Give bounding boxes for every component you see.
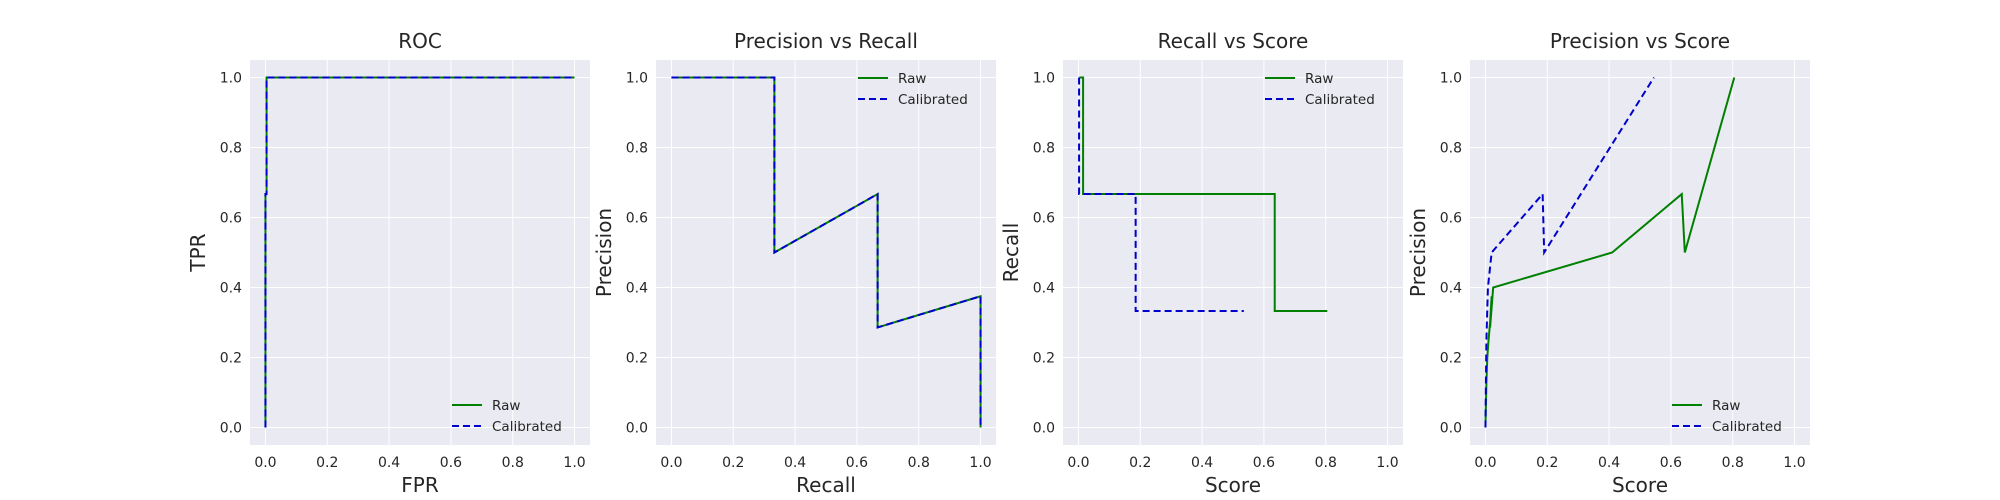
panel-4-y-tick-label: 0.2 [1440, 351, 1462, 367]
panel-3-y-tick-label: 0.4 [1033, 281, 1055, 297]
panel-1-axes-background [250, 60, 590, 445]
panel-1-x-tick-label: 0.2 [316, 455, 338, 471]
panel-4-chart-title: Precision vs Score [1550, 29, 1730, 53]
panel-3-y-tick-label: 0.2 [1033, 351, 1055, 367]
panel-1-y-tick-label: 1.0 [220, 71, 242, 87]
panel-2-series-line-calibrated [671, 76, 982, 428]
panel-4-x-tick-label: 0.6 [1660, 455, 1682, 471]
panel-1-x-tick-label: 0.0 [254, 455, 276, 471]
panel-1-y-tick-label: 0.8 [220, 141, 242, 157]
panel-3-x-tick-label: 0.2 [1129, 455, 1151, 471]
chart-panel-precision-vs-recall: 0.0 0.2 0.4 0.6 0.8 1.0 0.0 0.2 0.4 0.6 0.8 1.0 Prec… [592, 29, 996, 497]
panel-4-x-tick-label: 1.0 [1783, 455, 1805, 471]
panel-3-y-axis-label: Recall [999, 223, 1023, 283]
panel-4-y-tick-label: 0.0 [1440, 421, 1462, 437]
panel-2-y-axis-label: Precision [592, 208, 616, 297]
panel-4-series-line-raw [1484, 77, 1736, 428]
panel-3-legend-label-calibrated: Calibrated [1305, 92, 1375, 108]
panel-2-y-tick-label: 0.2 [626, 351, 648, 367]
panel-4-x-tick-label: 0.0 [1474, 455, 1496, 471]
panel-2-x-tick-label: 0.0 [660, 455, 682, 471]
panel-1-legend-label-raw: Raw [492, 398, 520, 414]
panel-4-y-axis-label: Precision [1406, 208, 1430, 297]
chart-panel-roc: 0.0 0.2 0.4 0.6 0.8 1.0 0.0 0.2 0.4 0.6 0.8 1.0 ROC F… [186, 29, 590, 497]
panel-1-legend-label-calibrated: Calibrated [492, 419, 562, 435]
panel-1-series-line-calibrated [264, 76, 575, 428]
panel-2-x-tick-label: 0.4 [784, 455, 806, 471]
panel-2-x-tick-label: 0.8 [908, 455, 930, 471]
panel-1-y-tick-label: 0.2 [220, 351, 242, 367]
panel-2-y-tick-label: 0.8 [626, 141, 648, 157]
panel-2-legend-label-calibrated: Calibrated [898, 92, 968, 108]
panel-1-legend: Raw Calibrated [452, 398, 562, 435]
panel-4-x-tick-label: 0.2 [1536, 455, 1558, 471]
panel-1-y-tick-label: 0.6 [220, 211, 242, 227]
panel-4-y-tick-label: 1.0 [1440, 71, 1462, 87]
panel-1-x-axis-label: FPR [401, 473, 439, 497]
panel-4-legend: Raw Calibrated [1672, 398, 1782, 435]
panel-2-chart-title: Precision vs Recall [734, 29, 918, 53]
panel-1-x-tick-label: 0.8 [502, 455, 524, 471]
panel-4-axes-background [1470, 60, 1810, 445]
panel-3-x-tick-label: 0.0 [1067, 455, 1089, 471]
panel-1-chart-title: ROC [398, 29, 442, 53]
panel-2-legend-label-raw: Raw [898, 71, 926, 87]
chart-panel-precision-vs-score: 0.0 0.2 0.4 0.6 0.8 1.0 0.0 0.2 0.4 0.6 0.8 1.0 Prec… [1406, 29, 1810, 497]
panel-1-x-tick-label: 1.0 [563, 455, 585, 471]
panel-4-x-tick-label: 0.8 [1722, 455, 1744, 471]
panel-4-x-tick-label: 0.4 [1598, 455, 1620, 471]
panel-2-x-tick-label: 0.2 [722, 455, 744, 471]
panel-1-x-tick-label: 0.6 [440, 455, 462, 471]
panel-3-series-line-raw [1079, 76, 1328, 312]
panel-3-legend: Raw Calibrated [1265, 71, 1375, 108]
panel-3-y-tick-label: 0.0 [1033, 421, 1055, 437]
panel-2-y-tick-label: 1.0 [626, 71, 648, 87]
panel-3-chart-title: Recall vs Score [1158, 29, 1309, 53]
chart-panel-recall-vs-score: 0.0 0.2 0.4 0.6 0.8 1.0 0.0 0.2 0.4 0.6 0.8 1.0 Reca… [999, 29, 1403, 497]
panel-3-x-tick-label: 0.8 [1315, 455, 1337, 471]
panel-4-y-tick-label: 0.8 [1440, 141, 1462, 157]
panel-3-x-tick-label: 0.6 [1253, 455, 1275, 471]
panel-3-y-tick-label: 1.0 [1033, 71, 1055, 87]
panel-2-x-tick-label: 1.0 [969, 455, 991, 471]
panel-4-series-line-calibrated [1484, 76, 1655, 428]
panel-1-x-tick-label: 0.4 [378, 455, 400, 471]
panel-3-axes-background [1063, 60, 1403, 445]
panel-3-y-tick-label: 0.6 [1033, 211, 1055, 227]
panel-3-legend-label-raw: Raw [1305, 71, 1333, 87]
panel-2-x-axis-label: Recall [796, 473, 856, 497]
panel-2-x-tick-label: 0.6 [846, 455, 868, 471]
panel-3-series-line-calibrated [1078, 77, 1244, 312]
panel-2-y-tick-label: 0.4 [626, 281, 648, 297]
panel-4-y-tick-label: 0.4 [1440, 281, 1462, 297]
panel-3-y-tick-label: 0.8 [1033, 141, 1055, 157]
panel-3-x-tick-label: 0.4 [1191, 455, 1213, 471]
panel-2-y-tick-label: 0.6 [626, 211, 648, 227]
panel-3-x-tick-label: 1.0 [1376, 455, 1398, 471]
panel-1-y-axis-label: TPR [186, 233, 210, 272]
panel-3-x-axis-label: Score [1205, 473, 1261, 497]
panel-4-x-axis-label: Score [1612, 473, 1668, 497]
panel-2-y-tick-label: 0.0 [626, 421, 648, 437]
panel-1-y-tick-label: 0.0 [220, 421, 242, 437]
panel-2-axes-background [656, 60, 996, 445]
panel-1-y-tick-label: 0.4 [220, 281, 242, 297]
panel-4-legend-label-raw: Raw [1712, 398, 1740, 414]
panel-4-legend-label-calibrated: Calibrated [1712, 419, 1782, 435]
panel-2-legend: Raw Calibrated [858, 71, 968, 108]
panel-4-y-tick-label: 0.6 [1440, 211, 1462, 227]
